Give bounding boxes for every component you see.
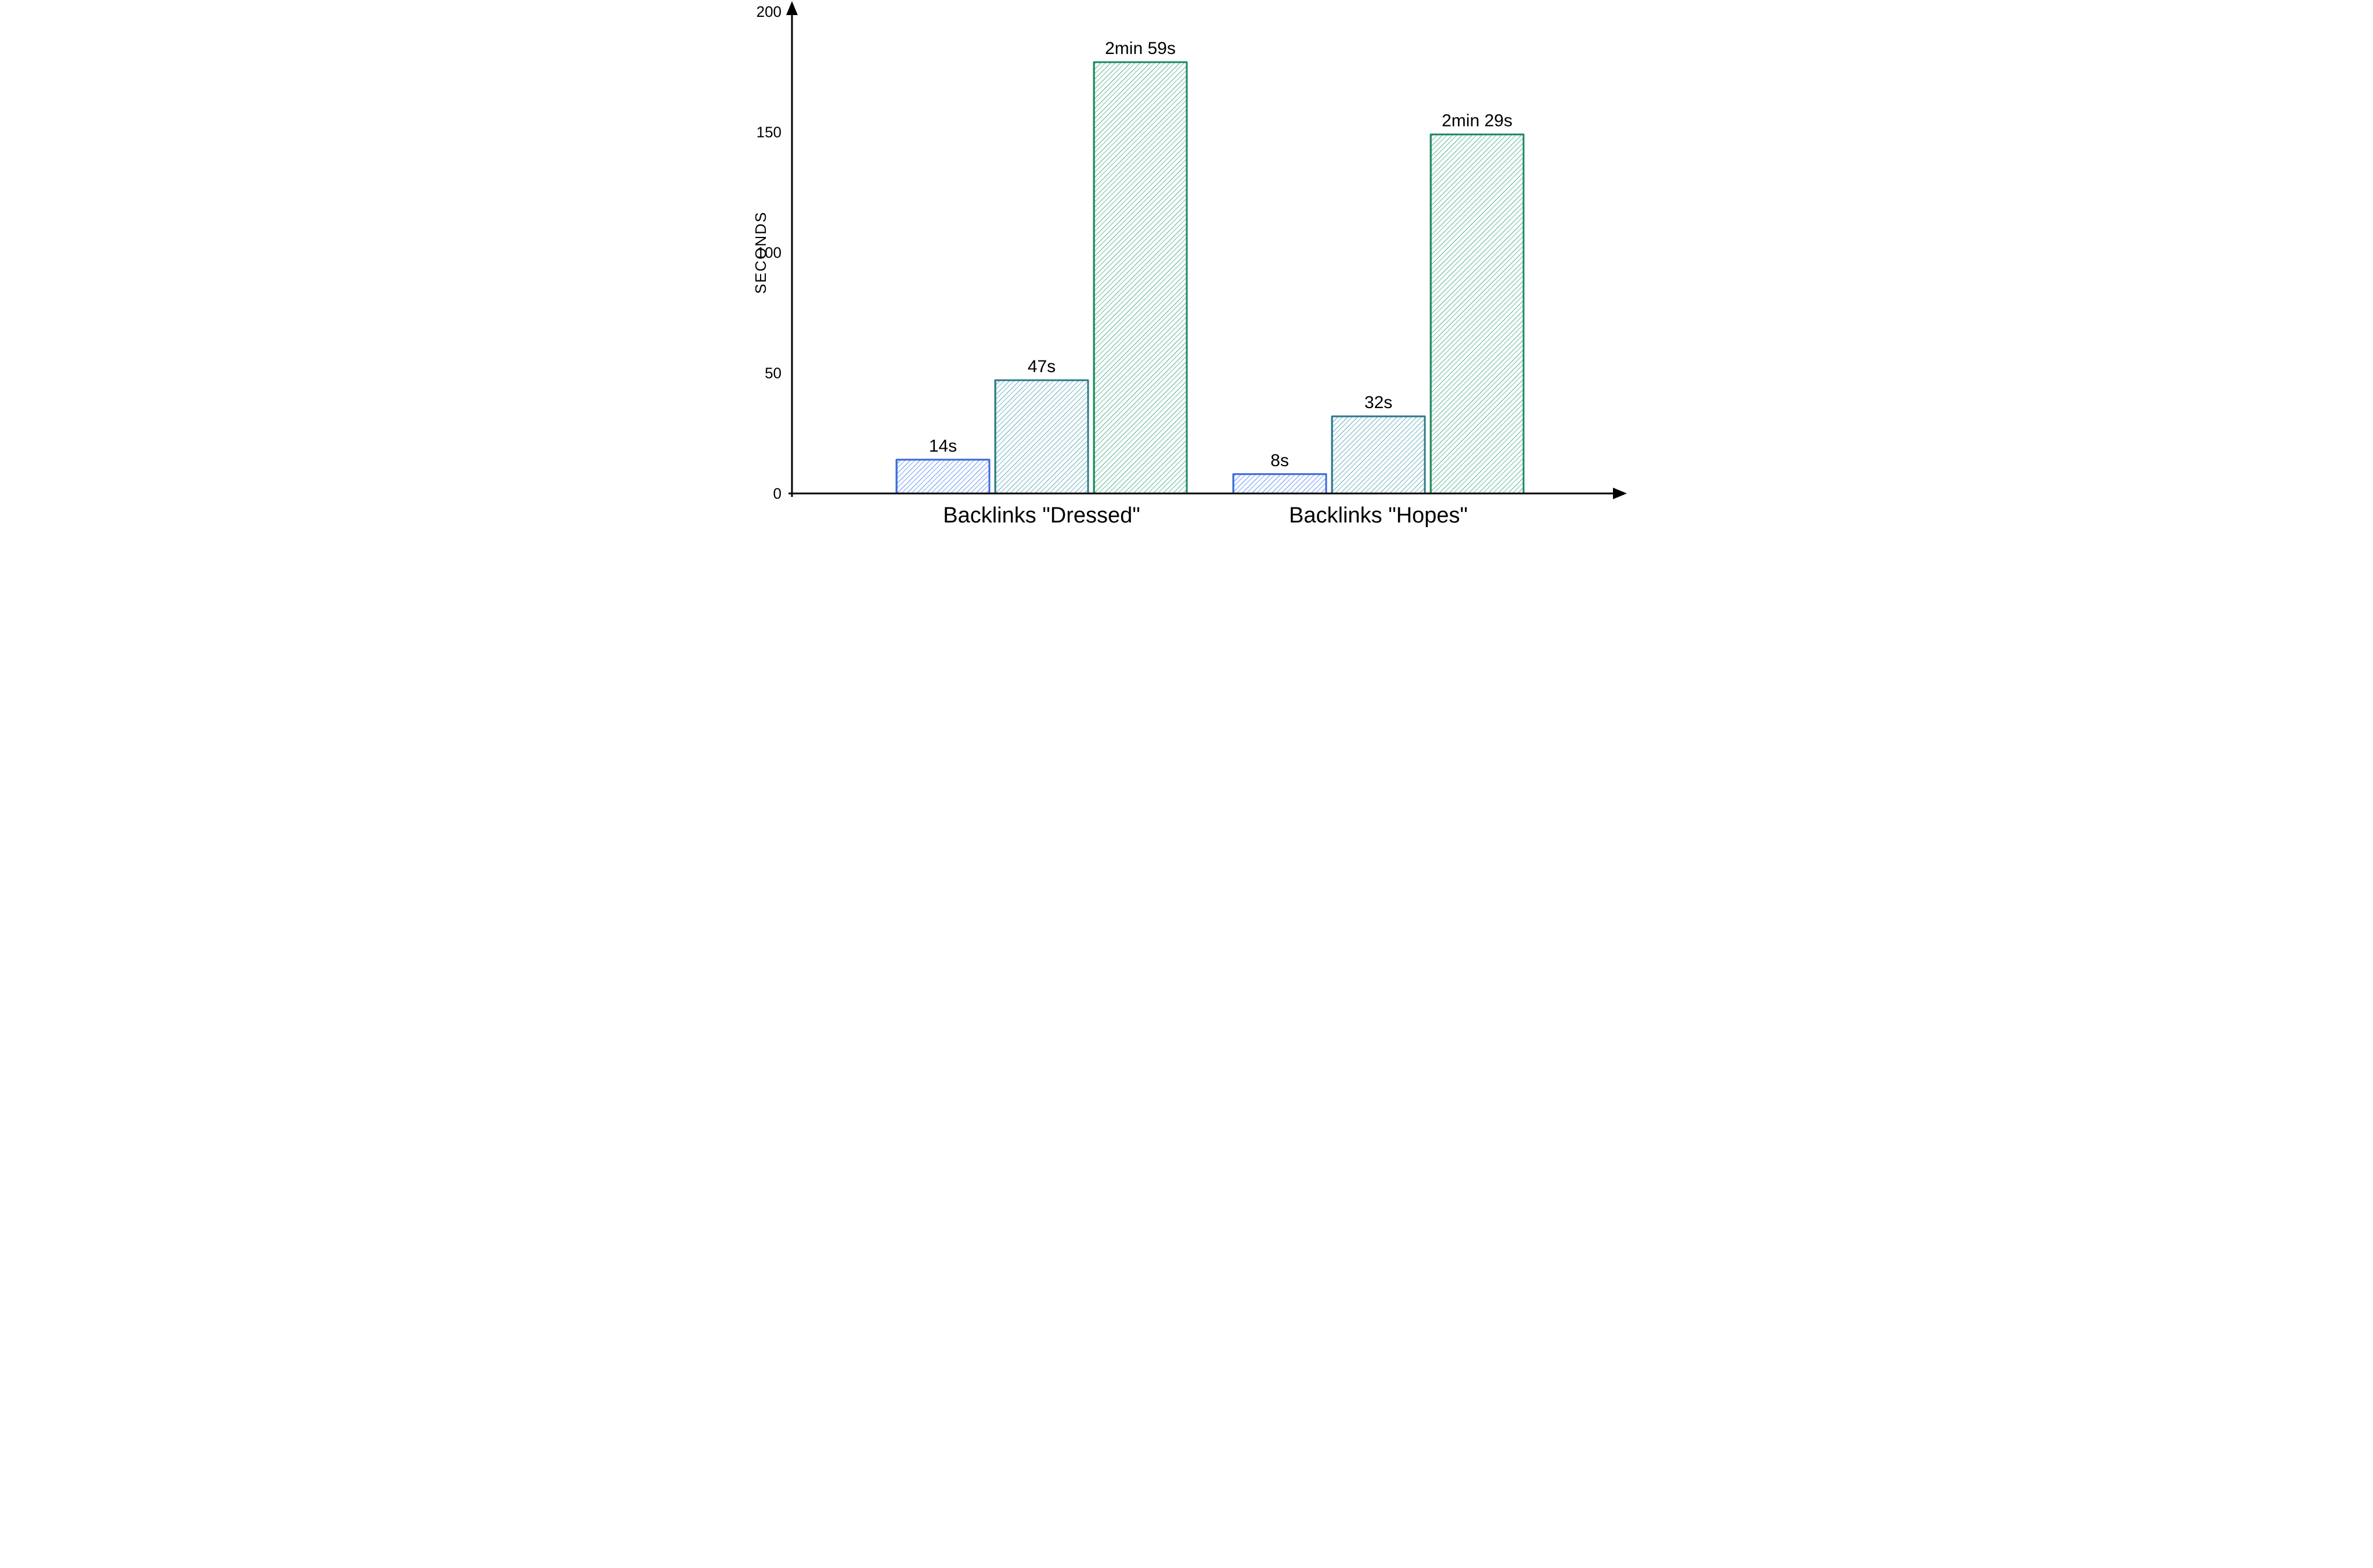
ytick-label: 0 (773, 485, 781, 502)
bar (995, 380, 1088, 493)
bar-value-label: 14s (928, 437, 956, 456)
bar-value-label: 32s (1364, 393, 1392, 412)
bar-value-label: 2min 29s (1442, 111, 1513, 131)
y-axis-label: SECONDS (752, 211, 769, 294)
ytick-label: 50 (765, 365, 782, 382)
bar (896, 460, 989, 493)
bar-value-label: 2min 59s (1105, 39, 1176, 58)
bar-value-label: 47s (1027, 357, 1055, 376)
bar (1094, 62, 1187, 493)
bar (1233, 474, 1326, 493)
bar (1431, 135, 1524, 493)
bar (1332, 416, 1425, 493)
bar-value-label: 8s (1270, 451, 1289, 470)
ytick-label: 200 (756, 3, 781, 20)
ytick-label: 150 (756, 124, 781, 141)
group-label: Backlinks "Hopes" (1289, 503, 1468, 528)
bar-chart: 050100150200SECONDS14s47s2min 59sBacklin… (740, 0, 1634, 591)
group-label: Backlinks "Dressed" (943, 503, 1140, 528)
